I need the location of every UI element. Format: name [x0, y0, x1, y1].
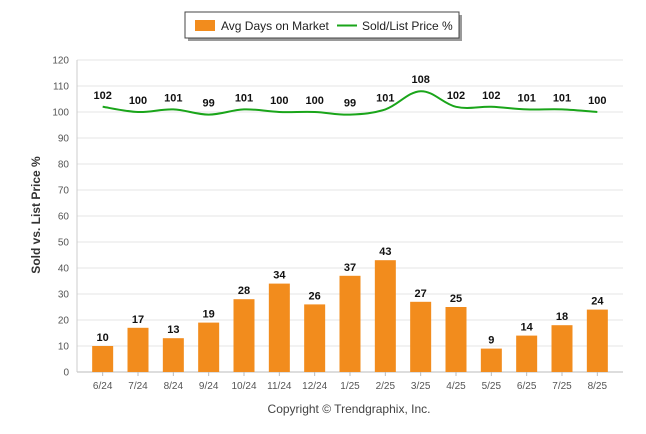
bar-5/25 — [480, 348, 502, 372]
bar-7/24 — [127, 327, 149, 372]
bars — [92, 260, 608, 372]
line-value-label: 100 — [305, 95, 323, 107]
legend-bar-swatch — [195, 20, 215, 31]
bar-1/25 — [339, 275, 361, 372]
bar-7/25 — [551, 325, 573, 372]
x-tick-label: 7/25 — [552, 381, 572, 392]
bar-value-label: 9 — [488, 335, 494, 347]
bar-value-label: 19 — [203, 309, 215, 321]
bar-value-label: 34 — [273, 270, 286, 282]
x-tick-label: 3/25 — [411, 381, 431, 392]
bar-value-label: 28 — [238, 285, 250, 297]
line-value-label: 100 — [588, 95, 606, 107]
bar-8/24 — [162, 338, 184, 372]
y-tick-label: 60 — [58, 212, 70, 223]
line-value-label: 99 — [203, 98, 215, 110]
price-line — [102, 90, 598, 116]
y-axis-label: Sold vs. List Price % — [29, 156, 43, 274]
legend-line-label: Sold/List Price % — [362, 19, 453, 33]
y-tick-label: 80 — [58, 160, 70, 171]
legend-bar-label: Avg Days on Market — [221, 19, 329, 33]
x-tick-label: 5/25 — [482, 381, 502, 392]
bar-4/25 — [445, 307, 467, 372]
bar-data-labels: 10 17 13 19 28 34 26 37 43 27 25 9 14 18 24 — [97, 246, 605, 346]
bar-value-label: 43 — [379, 246, 391, 258]
y-tick-label: 20 — [58, 316, 70, 327]
line-value-label: 102 — [447, 90, 465, 102]
line-value-label: 101 — [235, 92, 253, 104]
bar-value-label: 37 — [344, 262, 356, 274]
bar-value-label: 26 — [309, 290, 321, 302]
bar-value-label: 14 — [521, 322, 534, 334]
y-tick-label: 10 — [58, 342, 70, 353]
y-tick-label: 0 — [63, 368, 69, 379]
x-tick-label: 7/24 — [128, 381, 148, 392]
line-value-label: 101 — [164, 92, 182, 104]
line-value-label: 102 — [482, 90, 500, 102]
line-value-label: 102 — [93, 90, 111, 102]
y-tick-label: 40 — [58, 264, 70, 275]
line-data-labels: 102 100 101 99 101 100 100 99 101 108 102 102 101 101… — [93, 74, 606, 109]
y-tick-label: 100 — [52, 108, 69, 119]
y-tick-label: 120 — [52, 56, 69, 67]
y-tick-label: 90 — [58, 134, 70, 145]
bar-10/24 — [233, 299, 255, 372]
line-value-label: 99 — [344, 98, 356, 110]
y-tick-label: 110 — [53, 82, 69, 93]
x-tick-label: 6/24 — [93, 381, 113, 392]
x-tick-label: 12/24 — [302, 381, 327, 392]
bar-3/25 — [410, 301, 432, 372]
bar-value-label: 27 — [415, 288, 427, 300]
price-line-path — [102, 90, 598, 116]
bar-6/25 — [516, 335, 538, 372]
bar-value-label: 10 — [97, 332, 109, 344]
line-value-label: 101 — [517, 92, 535, 104]
x-tick-label: 11/24 — [267, 381, 292, 392]
bar-12/24 — [304, 304, 326, 372]
x-tick-label: 9/24 — [199, 381, 219, 392]
y-tick-label: 50 — [58, 238, 70, 249]
legend: Avg Days on Market Sold/List Price % — [184, 11, 462, 41]
x-tick-label: 1/25 — [340, 381, 360, 392]
x-axis-ticks: 6/24 7/24 8/24 9/24 10/24 11/24 12/24 1/25 2/25 3… — [93, 372, 608, 392]
y-tick-label: 70 — [58, 186, 70, 197]
line-value-label: 101 — [376, 92, 394, 104]
bar-value-label: 25 — [450, 293, 462, 305]
x-tick-label: 2/25 — [376, 381, 396, 392]
line-value-label: 100 — [270, 95, 288, 107]
y-tick-label: 30 — [58, 290, 70, 301]
line-value-label: 101 — [553, 92, 571, 104]
bar-2/25 — [374, 260, 396, 372]
x-tick-label: 10/24 — [231, 381, 256, 392]
y-axis-ticks: 0 10 20 30 40 50 60 70 80 90 100 110 120 — [52, 56, 69, 379]
bar-6/24 — [92, 346, 114, 372]
x-tick-label: 4/25 — [446, 381, 466, 392]
line-value-label: 108 — [411, 74, 429, 86]
bar-11/24 — [268, 283, 290, 372]
bar-value-label: 17 — [132, 314, 144, 326]
bar-value-label: 18 — [556, 311, 568, 323]
line-value-label: 100 — [129, 95, 147, 107]
bar-value-label: 13 — [167, 324, 179, 336]
x-tick-label: 8/25 — [588, 381, 608, 392]
x-tick-label: 6/25 — [517, 381, 537, 392]
bar-9/24 — [198, 322, 220, 372]
bar-8/25 — [586, 309, 608, 372]
x-tick-label: 8/24 — [164, 381, 184, 392]
bar-value-label: 24 — [591, 296, 604, 308]
copyright-credit: Copyright © Trendgraphix, Inc. — [268, 402, 431, 416]
